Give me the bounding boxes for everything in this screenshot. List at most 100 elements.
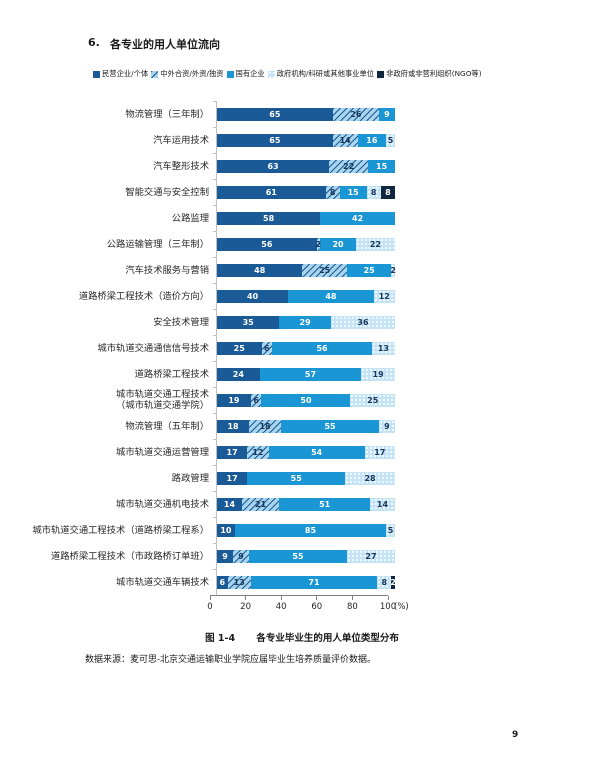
bar-segment: 56 bbox=[272, 341, 372, 355]
chart-row: 公路运输管理（三年制） 56 2 20 22 bbox=[0, 230, 604, 257]
segment-value: 13 bbox=[233, 577, 245, 587]
x-axis-tick-label: 40 bbox=[275, 602, 287, 612]
bar-segment: 57 bbox=[259, 367, 362, 381]
segment-value: 9 bbox=[384, 421, 390, 431]
category-label: 智能交通与安全控制 bbox=[125, 186, 209, 198]
segment-value: 25 bbox=[367, 395, 379, 405]
x-axis-tick-label: 60 bbox=[311, 602, 323, 612]
chart-row: 城市轨道交通车辆技术 6 13 71 8 2 bbox=[0, 568, 604, 595]
plot-area: 56 2 20 22 bbox=[213, 230, 395, 257]
bar-segment: 54 bbox=[268, 445, 365, 459]
plot-area: 65 14 16 5 bbox=[213, 126, 395, 153]
segment-value: 21 bbox=[255, 499, 267, 509]
segment-value: 2 bbox=[390, 265, 396, 275]
figure-caption: 图 1-4 各专业毕业生的用人单位类型分布 bbox=[0, 630, 604, 644]
segment-value: 12 bbox=[252, 447, 264, 457]
bar-segment: 12 bbox=[373, 289, 395, 303]
x-axis-unit: (%) bbox=[394, 602, 409, 612]
segment-value: 71 bbox=[308, 577, 320, 587]
section-number: 6. bbox=[88, 36, 100, 49]
bar-segment: 14 bbox=[217, 497, 242, 511]
bar-segment: 48 bbox=[217, 263, 303, 277]
bar-segment: 65 bbox=[217, 133, 333, 147]
segment-value: 28 bbox=[364, 473, 376, 483]
segment-value: 15 bbox=[376, 161, 388, 171]
category-label: 道路桥梁工程技术（市政路桥订单班） bbox=[50, 550, 209, 562]
bar-segment: 2 bbox=[390, 575, 396, 589]
stacked-bar: 63 22 15 bbox=[217, 159, 395, 173]
segment-value: 55 bbox=[292, 551, 304, 561]
legend-label: 民营企业/个体 bbox=[102, 69, 149, 78]
chart-row: 汽车运用技术 65 14 16 5 bbox=[0, 126, 604, 153]
bar-segment: 55 bbox=[281, 419, 379, 433]
stacked-bar: 14 21 51 14 bbox=[217, 497, 395, 511]
stacked-bar: 58 42 bbox=[217, 211, 395, 225]
bar-segment: 55 bbox=[249, 549, 347, 563]
bar-segment: 40 bbox=[217, 289, 289, 303]
bar-segment: 36 bbox=[330, 315, 395, 329]
segment-value: 61 bbox=[265, 187, 277, 197]
stacked-bar: 6 13 71 8 2 bbox=[217, 575, 396, 589]
legend-item: 民营企业/个体 bbox=[93, 69, 148, 79]
legend-swatch-icon bbox=[93, 70, 100, 78]
segment-value: 19 bbox=[228, 395, 240, 405]
segment-value: 16 bbox=[366, 135, 378, 145]
segment-value: 9 bbox=[384, 109, 390, 119]
segment-value: 54 bbox=[311, 447, 323, 457]
bar-segment: 71 bbox=[250, 575, 378, 589]
category-label: 道路桥梁工程技术（造价方向） bbox=[78, 290, 209, 302]
category-label: 城市轨道交通车辆技术 bbox=[116, 576, 209, 588]
segment-value: 48 bbox=[254, 265, 266, 275]
bar-segment: 56 bbox=[217, 237, 317, 251]
plot-area: 61 8 15 8 8 bbox=[213, 178, 395, 205]
bar-segment: 27 bbox=[346, 549, 395, 563]
chart-row: 物流管理（五年制） 18 18 55 9 bbox=[0, 412, 604, 439]
category-label: 安全技术管理 bbox=[153, 316, 209, 328]
plot-area: 63 22 15 bbox=[213, 152, 395, 179]
bar-segment: 25 bbox=[302, 263, 347, 277]
legend-swatch-icon bbox=[151, 70, 159, 78]
segment-value: 2 bbox=[390, 577, 396, 587]
bar-segment: 6 bbox=[217, 575, 228, 589]
category-label: 路政管理 bbox=[171, 472, 209, 484]
chart-row: 道路桥梁工程技术 24 57 19 bbox=[0, 360, 604, 387]
category-label: 公路运输管理（三年制） bbox=[106, 238, 209, 250]
category-label: 汽车技术服务与营销 bbox=[125, 264, 209, 276]
stacked-bar: 25 6 56 13 bbox=[217, 341, 395, 355]
bar-segment: 13 bbox=[371, 341, 395, 355]
bar-segment: 55 bbox=[247, 471, 346, 485]
bar-segment: 8 bbox=[377, 575, 392, 589]
chart-row: 物流管理（三年制） 65 26 9 bbox=[0, 100, 604, 127]
stacked-bar: 17 12 54 17 bbox=[217, 445, 395, 459]
segment-value: 22 bbox=[343, 161, 355, 171]
segment-value: 14 bbox=[223, 499, 236, 509]
bar-segment: 35 bbox=[217, 315, 280, 329]
stacked-bar: 48 25 25 2 bbox=[217, 263, 396, 277]
segment-value: 17 bbox=[226, 447, 238, 457]
segment-value: 15 bbox=[347, 187, 359, 197]
chart-row: 城市轨道交通机电技术 14 21 51 14 bbox=[0, 490, 604, 517]
figure-number: 图 1-4 bbox=[205, 633, 236, 644]
section-title: 各专业的用人单位流向 bbox=[110, 38, 220, 51]
segment-value: 22 bbox=[369, 239, 381, 249]
segment-value: 50 bbox=[300, 395, 312, 405]
plot-area: 58 42 bbox=[213, 204, 395, 231]
legend-label: 政府机构/科研或其他事业单位 bbox=[276, 69, 375, 78]
x-axis-tick bbox=[351, 596, 353, 600]
bar-segment: 25 bbox=[346, 263, 392, 277]
x-axis-tick bbox=[280, 596, 282, 600]
segment-value: 10 bbox=[220, 525, 232, 535]
category-label: 物流管理（五年制） bbox=[125, 420, 209, 432]
chart-row: 公路监理 58 42 bbox=[0, 204, 604, 231]
bar-segment: 8 bbox=[366, 185, 381, 199]
segment-value: 65 bbox=[269, 135, 281, 145]
bar-segment: 20 bbox=[320, 237, 356, 251]
x-axis-tick bbox=[316, 596, 318, 600]
bar-segment: 9 bbox=[217, 549, 234, 563]
stacked-bar: 17 55 28 bbox=[217, 471, 395, 485]
segment-value: 55 bbox=[324, 421, 336, 431]
segment-value: 51 bbox=[319, 499, 331, 509]
page-number: 9 bbox=[512, 730, 519, 740]
chart-legend: 民营企业/个体 中外合资/外资/独资 国有企业 政府机构/科研或其他事业单位 非政府或非… bbox=[93, 69, 563, 79]
plot-area: 40 48 12 bbox=[213, 282, 395, 309]
